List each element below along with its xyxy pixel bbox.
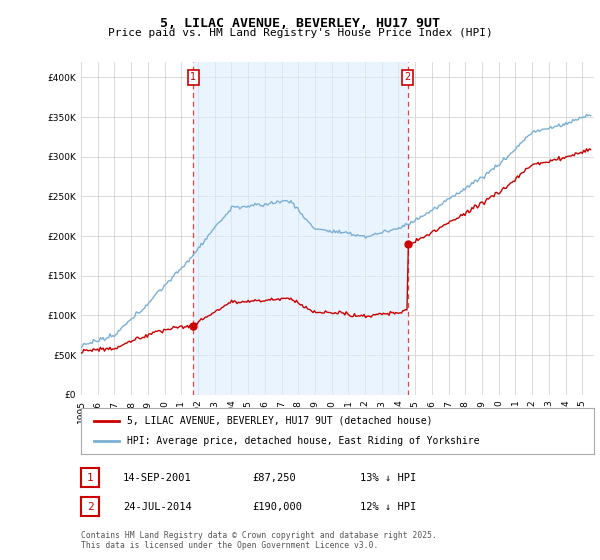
Text: 12% ↓ HPI: 12% ↓ HPI [360, 502, 416, 512]
Text: 2: 2 [404, 72, 411, 82]
Text: 5, LILAC AVENUE, BEVERLEY, HU17 9UT: 5, LILAC AVENUE, BEVERLEY, HU17 9UT [160, 17, 440, 30]
Text: 2: 2 [86, 502, 94, 512]
Text: 1: 1 [190, 72, 196, 82]
Text: 24-JUL-2014: 24-JUL-2014 [123, 502, 192, 512]
Text: 5, LILAC AVENUE, BEVERLEY, HU17 9UT (detached house): 5, LILAC AVENUE, BEVERLEY, HU17 9UT (det… [127, 416, 433, 426]
Text: £190,000: £190,000 [252, 502, 302, 512]
Text: £87,250: £87,250 [252, 473, 296, 483]
Text: 14-SEP-2001: 14-SEP-2001 [123, 473, 192, 483]
Bar [193, 62, 407, 395]
Text: Price paid vs. HM Land Registry's House Price Index (HPI): Price paid vs. HM Land Registry's House … [107, 28, 493, 38]
Text: Contains HM Land Registry data © Crown copyright and database right 2025.
This d: Contains HM Land Registry data © Crown c… [81, 530, 437, 550]
Text: 13% ↓ HPI: 13% ↓ HPI [360, 473, 416, 483]
Text: 1: 1 [86, 473, 94, 483]
Text: HPI: Average price, detached house, East Riding of Yorkshire: HPI: Average price, detached house, East… [127, 436, 479, 446]
